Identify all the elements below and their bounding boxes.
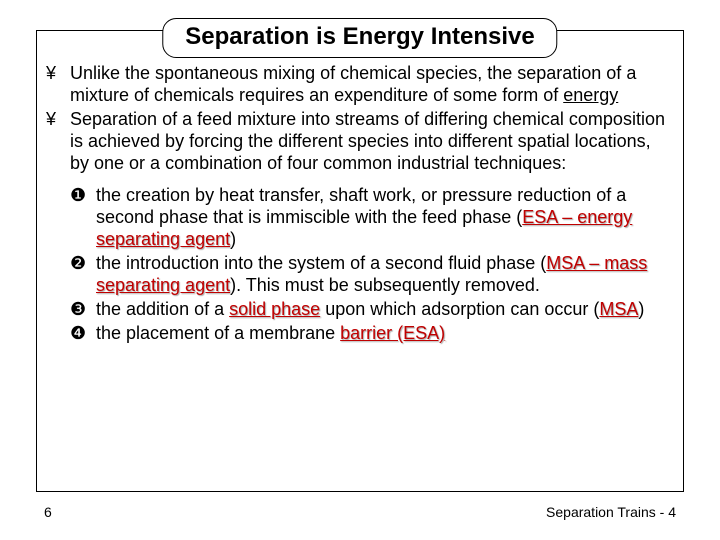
- bullet-item: ¥ Unlike the spontaneous mixing of chemi…: [46, 62, 674, 106]
- sub-post2: ): [638, 299, 644, 319]
- sub-pre: the introduction into the system of a se…: [96, 253, 546, 273]
- sub-item: ❷ the introduction into the system of a …: [70, 252, 674, 296]
- sub-item: ❶ the creation by heat transfer, shaft w…: [70, 184, 674, 250]
- slide-title: Separation is Energy Intensive: [185, 23, 534, 51]
- sub-text: the addition of a solid phase upon which…: [96, 298, 674, 320]
- sub-text: the creation by heat transfer, shaft wor…: [96, 184, 674, 250]
- circled-number-icon: ❶: [70, 184, 96, 206]
- footer-text: Separation Trains - 4: [546, 504, 676, 520]
- content-area: ¥ Unlike the spontaneous mixing of chemi…: [46, 62, 674, 346]
- sublist: ❶ the creation by heat transfer, shaft w…: [70, 184, 674, 344]
- bullet-item: ¥ Separation of a feed mixture into stre…: [46, 108, 674, 174]
- sub-post: ): [230, 229, 236, 249]
- circled-number-icon: ❷: [70, 252, 96, 274]
- red-term: solid phase: [229, 299, 320, 319]
- bullet-marker-icon: ¥: [46, 108, 70, 130]
- sub-item: ❹ the placement of a membrane barrier (E…: [70, 322, 674, 344]
- bullet-marker-icon: ¥: [46, 62, 70, 84]
- circled-number-icon: ❸: [70, 298, 96, 320]
- red-term: barrier (ESA): [340, 323, 445, 343]
- red-term: MSA: [599, 299, 638, 319]
- circled-number-icon: ❹: [70, 322, 96, 344]
- sub-post: ). This must be subsequently removed.: [230, 275, 540, 295]
- sub-pre: the placement of a membrane: [96, 323, 340, 343]
- title-box: Separation is Energy Intensive: [162, 18, 557, 58]
- sub-text: the placement of a membrane barrier (ESA…: [96, 322, 674, 344]
- bullet-pre: Separation of a feed mixture into stream…: [70, 109, 665, 173]
- sub-post: upon which adsorption can occur (: [320, 299, 599, 319]
- bullet-text: Separation of a feed mixture into stream…: [70, 108, 674, 174]
- page-number: 6: [44, 504, 52, 520]
- bullet-pre: Unlike the spontaneous mixing of chemica…: [70, 63, 636, 105]
- sub-pre: the addition of a: [96, 299, 229, 319]
- sub-text: the introduction into the system of a se…: [96, 252, 674, 296]
- bullet-text: Unlike the spontaneous mixing of chemica…: [70, 62, 674, 106]
- underline-term: energy: [563, 85, 618, 105]
- sub-item: ❸ the addition of a solid phase upon whi…: [70, 298, 674, 320]
